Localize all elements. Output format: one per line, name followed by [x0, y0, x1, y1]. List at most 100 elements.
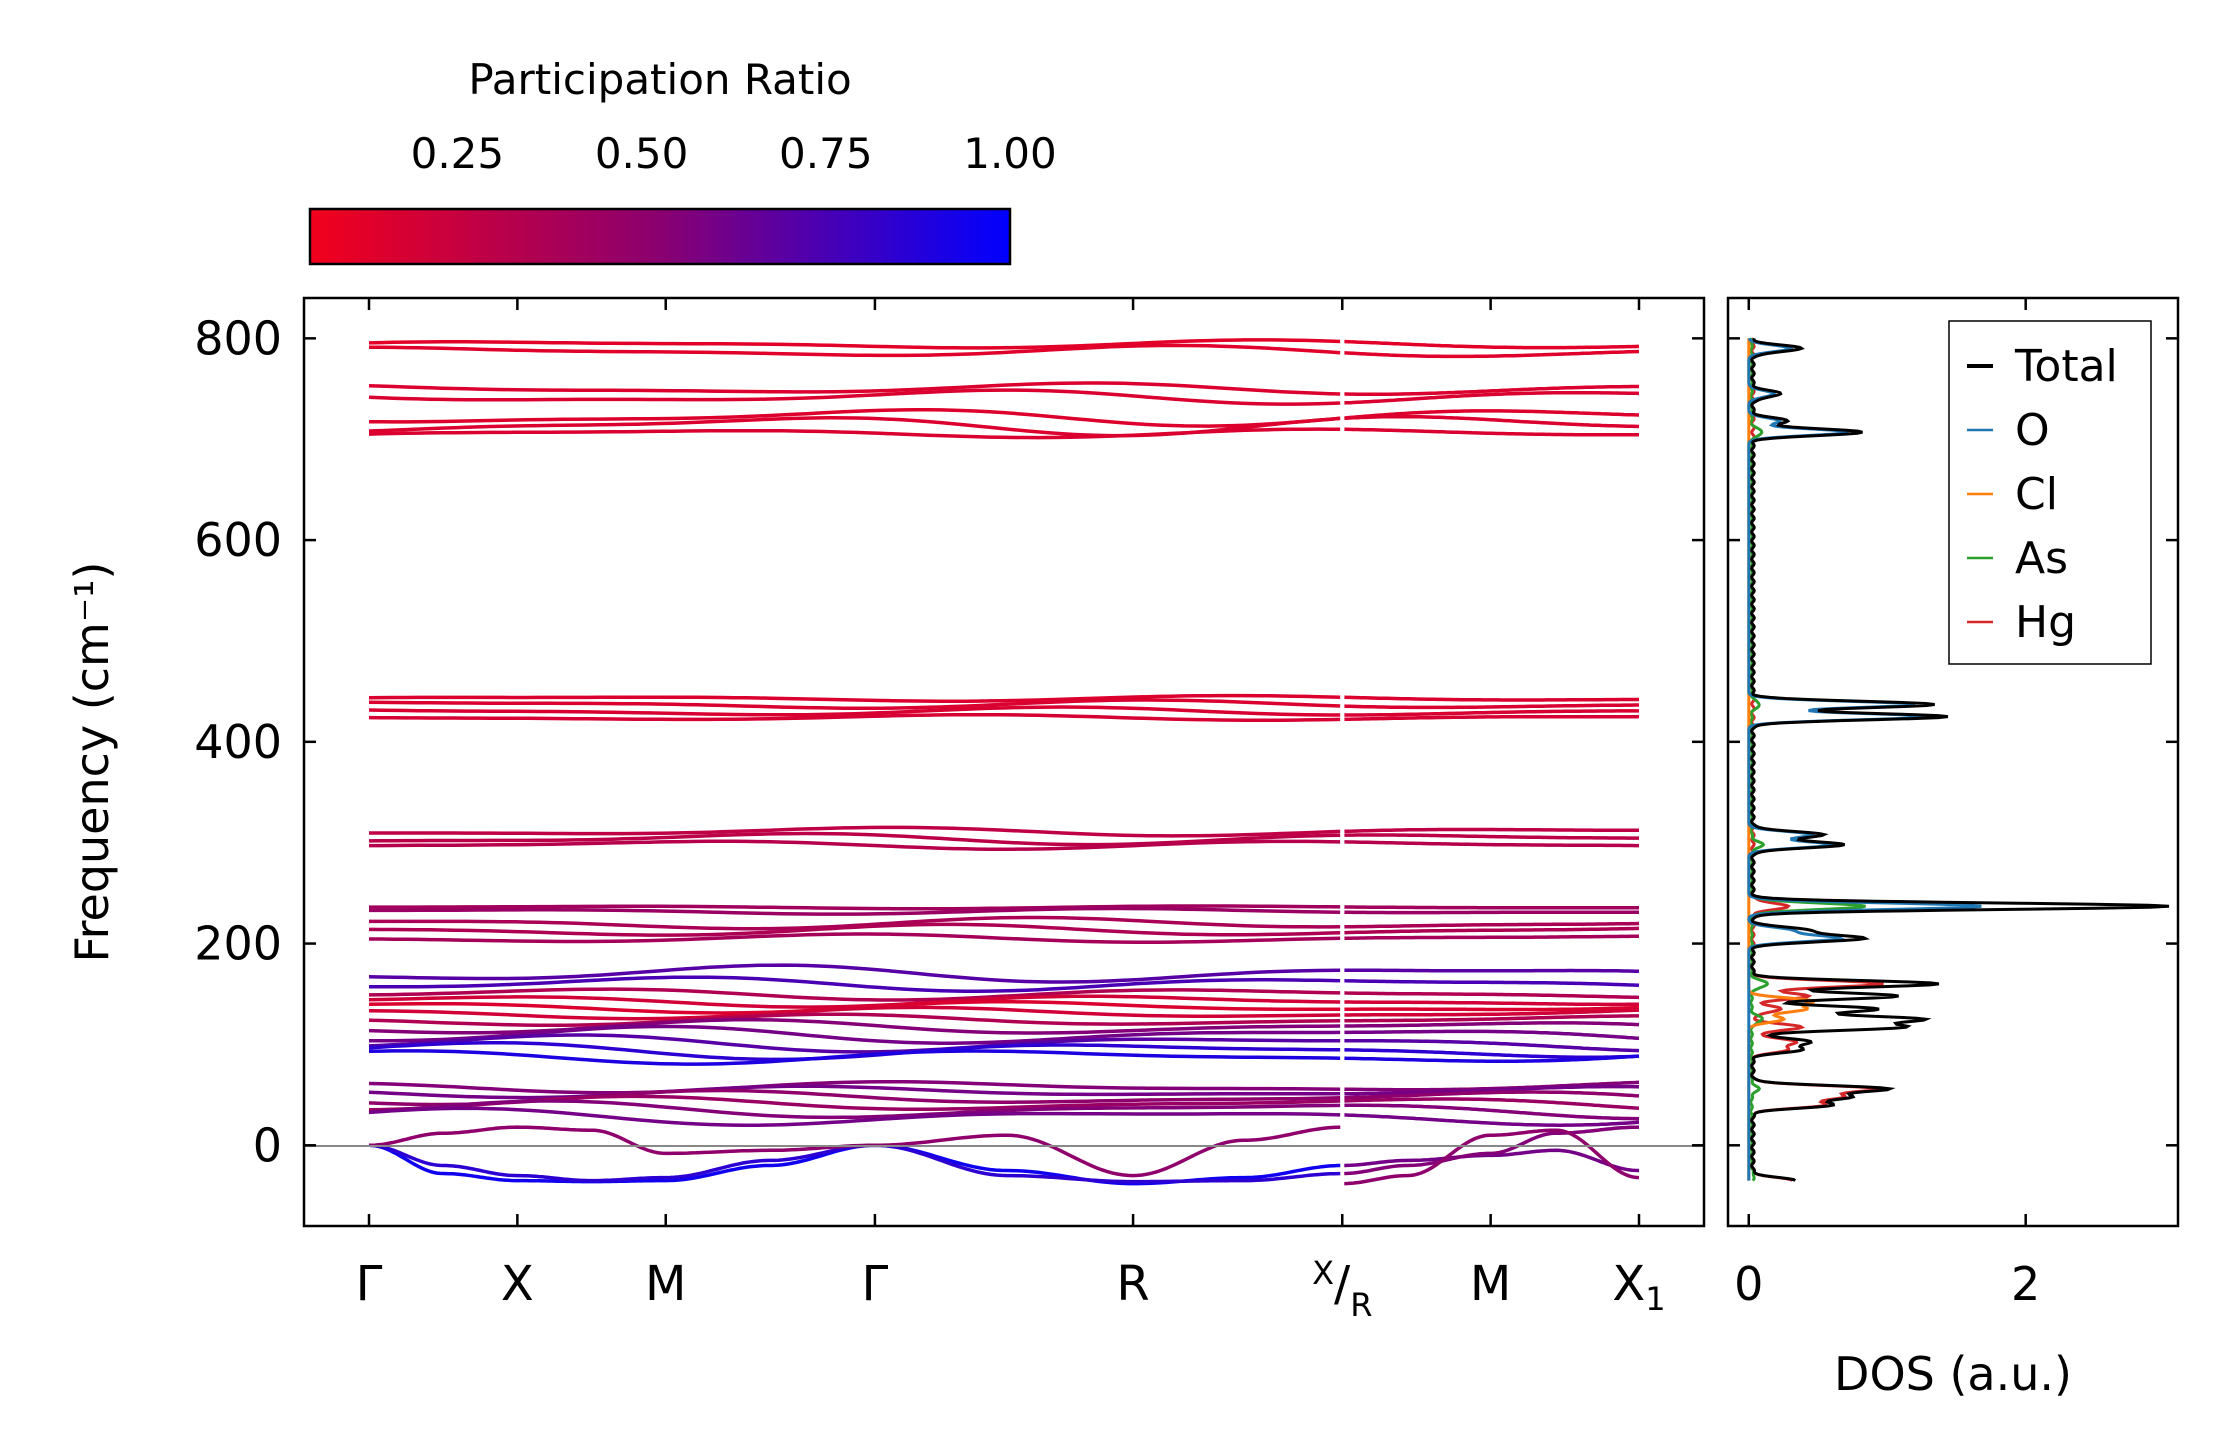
phonon-band-line	[369, 904, 1341, 911]
colorbar-tick-label: 1.00	[963, 129, 1057, 178]
phonon-band-line	[368, 343, 1341, 358]
phonon-band-line	[1344, 991, 1640, 1000]
phonon-band-line	[368, 1049, 1341, 1066]
phonon-band-line	[368, 338, 1341, 350]
phonon-band-line	[1344, 709, 1639, 717]
phonon-band-line	[368, 381, 1341, 396]
phonon-band-line	[1342, 1148, 1640, 1173]
phonon-band-line	[1344, 905, 1639, 910]
legend-label-hg: Hg	[2015, 597, 2076, 648]
legend-label-o: O	[2015, 405, 2050, 456]
band-axes-frame	[302, 296, 1706, 1228]
phonon-band-line	[1344, 703, 1639, 710]
phonon-band-line	[1344, 1005, 1640, 1012]
phonon-band-line	[1344, 390, 1640, 405]
dos-x-tick-label: 0	[1734, 1257, 1763, 1311]
phonon-band-line	[368, 1017, 1341, 1035]
phonon-band-line	[1344, 339, 1640, 350]
phonon-band-line	[368, 712, 1341, 722]
phonon-band-line	[369, 825, 1341, 838]
phonon-band-line	[1344, 695, 1639, 702]
dos-axis-label: DOS (a.u.)	[1834, 1347, 2072, 1401]
phonon-band-line	[1344, 1097, 1640, 1110]
frequency-tick-label: 600	[194, 513, 282, 567]
phonon-band-line	[368, 408, 1341, 428]
phonon-band-line	[369, 1024, 1341, 1045]
frequency-tick-label: 200	[194, 917, 282, 971]
phonon-band-line	[368, 963, 1341, 984]
frequency-tick-label: 400	[194, 715, 282, 769]
phonon-band-line	[1344, 1090, 1640, 1100]
phonon-band-line	[1344, 926, 1640, 935]
phonon-band-line	[368, 388, 1341, 406]
frequency-tick-label: 800	[194, 311, 282, 365]
phonon-band-line	[368, 1106, 1341, 1127]
band-structure-panel: 0 200 400 600 800 Γ X M Γ R X/R M X1 Frequency (cm⁻…	[65, 296, 1706, 1324]
legend-frame	[1948, 320, 2152, 665]
phonon-band-line	[1344, 827, 1639, 834]
phonon-band-line	[368, 693, 1341, 703]
kpath-tick-label: X/R	[1312, 1254, 1372, 1324]
kpath-tick-label: Γ	[356, 1256, 383, 1312]
legend-label-total: Total	[2014, 341, 2118, 392]
dos-curve-o	[1747, 337, 1982, 1181]
phonon-band-line	[1344, 1008, 1640, 1017]
colorbar-tick-label: 0.25	[411, 129, 505, 178]
phonon-band-line	[1344, 714, 1640, 722]
phonon-band-line	[1344, 1084, 1639, 1096]
phonon-band-line	[1344, 1054, 1640, 1063]
phonon-band-line	[1344, 1103, 1640, 1121]
phonon-band-line	[1344, 414, 1640, 429]
phonon-band-line	[369, 975, 1341, 993]
phonon-band-line	[368, 1005, 1341, 1021]
phonon-band-line	[369, 915, 1341, 931]
colorbar: Participation Ratio 0.25 0.50 0.75 1.00	[308, 55, 1057, 266]
phonon-band-line	[368, 1099, 1341, 1120]
frequency-axis-label: Frequency (cm⁻¹)	[65, 562, 119, 963]
kpath-tick-label: X1	[1612, 1256, 1665, 1318]
kpath-tick-label: X	[501, 1256, 534, 1312]
kpath-axis-ticks: Γ X M Γ R X/R M X1	[356, 298, 1666, 1324]
phonon-band-line	[1344, 1014, 1639, 1023]
kpath-tick-label: M	[645, 1256, 686, 1312]
colorbar-tick-label: 0.50	[595, 129, 689, 178]
phonon-band-line	[1344, 934, 1639, 941]
phonon-band-line	[1344, 1113, 1640, 1127]
phonon-band-line	[368, 1012, 1341, 1027]
phonon-band-line	[369, 1125, 1343, 1178]
phonon-band-line	[368, 1079, 1341, 1095]
phonon-band-line	[1342, 1125, 1640, 1176]
band-lines	[368, 300, 1640, 1224]
phonon-band-line	[1344, 968, 1640, 974]
kpath-tick-label: Γ	[862, 1256, 889, 1312]
phonon-band-line	[1344, 978, 1640, 988]
phonon-band-line	[368, 1033, 1341, 1054]
dos-curve-total	[1750, 338, 2170, 1182]
phonon-band-line	[368, 1084, 1341, 1100]
colorbar-gradient	[308, 207, 1012, 266]
frequency-tick-label: 0	[253, 1118, 282, 1172]
dos-curves	[1747, 337, 2170, 1182]
dos-legend: Total O Cl As Hg	[1948, 320, 2152, 665]
phonon-band-line	[368, 705, 1341, 717]
frequency-axis-ticks: 0 200 400 600 800	[194, 311, 1704, 1172]
phonon-band-line	[369, 906, 1341, 916]
dos-x-tick-label: 2	[2011, 1257, 2040, 1311]
phonon-band-line	[1344, 384, 1639, 397]
phonon-band-line	[368, 1143, 1343, 1184]
phonon-band-line	[369, 932, 1341, 944]
colorbar-ticks: 0.25 0.50 0.75 1.00	[411, 129, 1057, 264]
phonon-band-line	[1344, 427, 1639, 437]
legend-label-as: As	[2015, 533, 2068, 584]
colorbar-title: Participation Ratio	[468, 55, 851, 104]
phonon-band-line	[1342, 1128, 1640, 1186]
phonon-band-line	[1344, 1000, 1639, 1007]
phonon-band-line	[1344, 840, 1639, 848]
phonon-band-line	[368, 1143, 1343, 1186]
phonon-band-line	[368, 922, 1341, 937]
phonon-band-line	[1344, 1048, 1640, 1059]
phonon-band-line	[1344, 833, 1639, 840]
